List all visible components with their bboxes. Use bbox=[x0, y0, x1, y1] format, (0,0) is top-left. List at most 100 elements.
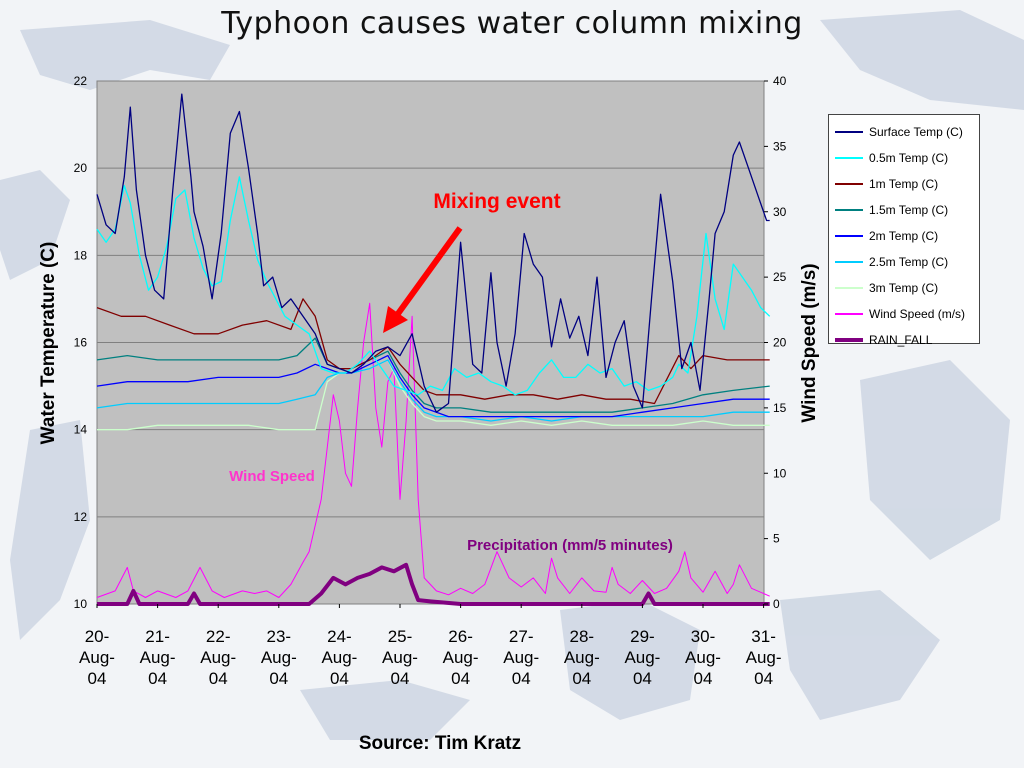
legend-label: 2.5m Temp (C) bbox=[869, 255, 949, 269]
y-tick-right-15: 15 bbox=[773, 401, 787, 415]
x-tick-line: Aug- bbox=[443, 648, 479, 667]
x-tick-line: 04 bbox=[694, 669, 713, 688]
y-tick-right-25: 25 bbox=[773, 270, 787, 284]
x-tick-line: 04 bbox=[269, 669, 288, 688]
legend-swatch bbox=[835, 261, 863, 263]
gridlines bbox=[97, 167, 764, 518]
wind-speed-label: Wind Speed bbox=[229, 468, 315, 485]
x-tick-line: Aug- bbox=[382, 648, 418, 667]
y-tick-right-35: 35 bbox=[773, 139, 787, 153]
x-tick-line: Aug- bbox=[503, 648, 539, 667]
x-tick-label-1: 21- Aug- 04 bbox=[140, 627, 176, 688]
x-tick-line: Aug- bbox=[261, 648, 297, 667]
y-axis-label-right: Wind Speed (m/s) bbox=[799, 263, 820, 423]
legend-label: 0.5m Temp (C) bbox=[869, 151, 949, 165]
legend-label: 1m Temp (C) bbox=[869, 177, 939, 191]
legend-item: 2m Temp (C) bbox=[835, 223, 979, 249]
y-tick-right-40: 40 bbox=[773, 74, 787, 88]
precipitation-label: Precipitation (mm/5 minutes) bbox=[467, 537, 673, 554]
mixing-arrow-shaft bbox=[389, 226, 463, 324]
y-tick-left-20: 20 bbox=[74, 161, 88, 175]
x-tick-label-10: 30- Aug- 04 bbox=[685, 627, 721, 688]
legend-item: 2.5m Temp (C) bbox=[835, 249, 979, 275]
y-tick-right-5: 5 bbox=[773, 532, 780, 546]
legend-label: 1.5m Temp (C) bbox=[869, 203, 949, 217]
legend-label: Wind Speed (m/s) bbox=[869, 307, 966, 321]
legend-item: Wind Speed (m/s) bbox=[835, 301, 979, 327]
x-tick-line: 04 bbox=[148, 669, 167, 688]
legend-swatch bbox=[835, 338, 863, 342]
y-tick-right-30: 30 bbox=[773, 205, 787, 219]
legend-swatch bbox=[835, 131, 863, 133]
y-axis-label-left: Water Temperature (C) bbox=[38, 241, 59, 445]
x-tick-line: 26- bbox=[448, 627, 473, 646]
x-tick-label-6: 26- Aug- 04 bbox=[443, 627, 479, 688]
x-tick-label-4: 24- Aug- 04 bbox=[321, 627, 357, 688]
legend-item: RAIN_FALL bbox=[835, 327, 979, 353]
x-tick-line: 31- bbox=[751, 627, 776, 646]
x-tick-line: 04 bbox=[391, 669, 410, 688]
legend-swatch bbox=[835, 235, 863, 237]
y-tick-right-10: 10 bbox=[773, 466, 787, 480]
y-tick-left-14: 14 bbox=[74, 423, 88, 437]
legend-item: 1m Temp (C) bbox=[835, 171, 979, 197]
series-line-surface-temp-c bbox=[96, 93, 770, 413]
x-tick-line: 27- bbox=[509, 627, 534, 646]
x-tick-line: Aug- bbox=[564, 648, 600, 667]
legend-label: Surface Temp (C) bbox=[869, 125, 963, 139]
x-tick-line: Aug- bbox=[140, 648, 176, 667]
source-caption: Source: Tim Kratz bbox=[358, 733, 522, 754]
legend-swatch bbox=[835, 209, 863, 211]
x-tick-label-5: 25- Aug- 04 bbox=[382, 627, 418, 688]
legend-item: Surface Temp (C) bbox=[835, 119, 979, 145]
y-tick-left-10: 10 bbox=[74, 597, 88, 611]
legend-swatch bbox=[835, 313, 863, 315]
x-tick-line: 04 bbox=[754, 669, 773, 688]
y-tick-right-20: 20 bbox=[773, 336, 787, 350]
x-tick-line: 04 bbox=[209, 669, 228, 688]
series-line-wind-speed-m-s bbox=[96, 302, 770, 598]
x-tick-line: 29- bbox=[630, 627, 655, 646]
legend-item: 1.5m Temp (C) bbox=[835, 197, 979, 223]
series-line-1m-temp-c bbox=[96, 298, 770, 405]
x-tick-line: 30- bbox=[691, 627, 716, 646]
x-tick-line: Aug- bbox=[321, 648, 357, 667]
series-line-0-5m-temp-c bbox=[96, 176, 771, 396]
series-line-1-5m-temp-c bbox=[96, 337, 770, 413]
x-tick-label-0: 20- Aug- 04 bbox=[79, 627, 115, 688]
legend-item: 0.5m Temp (C) bbox=[835, 145, 979, 171]
y-tick-left-22: 22 bbox=[74, 74, 88, 88]
x-tick-line: 04 bbox=[451, 669, 470, 688]
legend-swatch bbox=[835, 287, 863, 289]
x-tick-label-11: 31- Aug- 04 bbox=[746, 627, 782, 688]
x-tick-line: Aug- bbox=[79, 648, 115, 667]
legend-swatch bbox=[835, 183, 863, 185]
x-tick-line: 25- bbox=[388, 627, 413, 646]
x-tick-line: 04 bbox=[512, 669, 531, 688]
y-tick-left-12: 12 bbox=[74, 510, 88, 524]
x-tick-label-8: 28- Aug- 04 bbox=[564, 627, 600, 688]
x-tick-line: 23- bbox=[267, 627, 292, 646]
x-tick-line: 21- bbox=[145, 627, 170, 646]
x-tick-label-9: 29- Aug- 04 bbox=[624, 627, 660, 688]
x-tick-line: Aug- bbox=[685, 648, 721, 667]
x-tick-line: Aug- bbox=[624, 648, 660, 667]
x-tick-line: Aug- bbox=[746, 648, 782, 667]
page-title: Typhoon causes water column mixing bbox=[221, 6, 803, 41]
x-tick-line: Aug- bbox=[200, 648, 236, 667]
annotations: Mixing event Wind Speed Precipitation (m… bbox=[229, 190, 673, 554]
x-tick-line: 04 bbox=[88, 669, 107, 688]
y-tick-right-0: 0 bbox=[773, 597, 780, 611]
legend-swatch bbox=[835, 157, 863, 159]
x-tick-label-3: 23- Aug- 04 bbox=[261, 627, 297, 688]
x-tick-label-7: 27- Aug- 04 bbox=[503, 627, 539, 688]
x-tick-line: 04 bbox=[330, 669, 349, 688]
x-tick-line: 04 bbox=[572, 669, 591, 688]
mixing-event-label: Mixing event bbox=[433, 190, 560, 213]
x-tick-line: 20- bbox=[85, 627, 110, 646]
x-tick-line: 04 bbox=[633, 669, 652, 688]
y-tick-left-18: 18 bbox=[74, 248, 88, 262]
legend-label: RAIN_FALL bbox=[869, 333, 933, 347]
